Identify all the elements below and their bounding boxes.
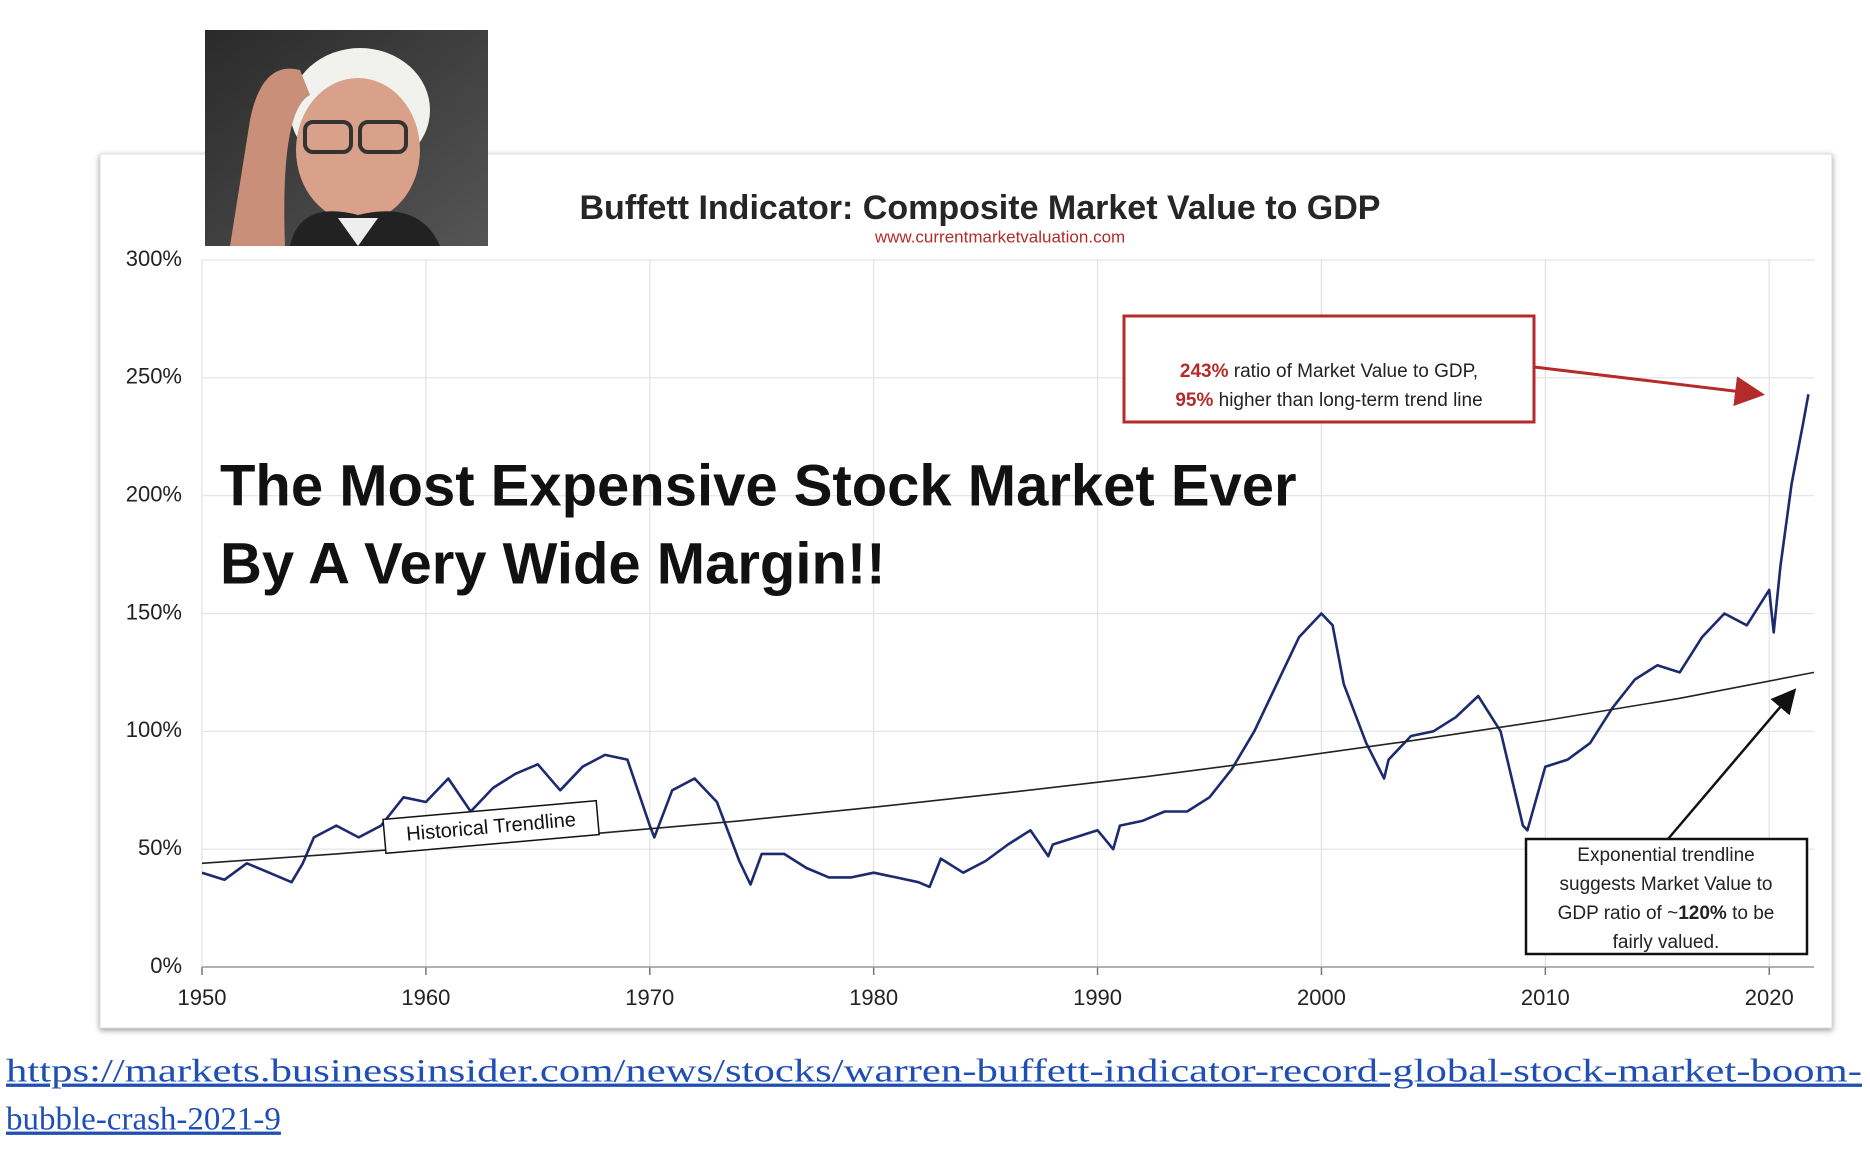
peak-callout-box [1122, 314, 1536, 424]
headline: The Most Expensive Stock Market Ever [220, 453, 1297, 518]
peak-callout: 243% ratio of Market Value to GDP, 95% hi… [1175, 361, 1482, 411]
x-tick-label: 2000 [1297, 985, 1346, 1010]
annotation-line: 243% ratio of Market Value to GDP, [1180, 361, 1478, 382]
annotation-text: to be [1727, 903, 1775, 924]
annotation-line: Exponential trendline [1577, 845, 1754, 866]
x-tick-label: 2020 [1745, 985, 1794, 1010]
annotation-text: GDP ratio of ~ [1558, 903, 1679, 924]
annotation-line: fairly valued. [1613, 932, 1720, 953]
annotation-text: higher than long-term trend line [1213, 390, 1482, 411]
y-tick-label: 250% [126, 364, 182, 389]
annotation-line: 95% higher than long-term trend line [1175, 390, 1482, 411]
x-tick-label: 1990 [1073, 985, 1122, 1010]
x-tick-label: 1980 [849, 985, 898, 1010]
annotation-text: fairly valued. [1613, 932, 1720, 953]
annotation-text: Exponential trendline [1577, 845, 1754, 866]
x-tick-label: 1960 [401, 985, 450, 1010]
x-tick-label: 1950 [178, 985, 227, 1010]
y-tick-label: 0% [150, 953, 182, 978]
chart-title: Buffett Indicator: Composite Market Valu… [580, 189, 1381, 227]
y-tick-label: 50% [138, 835, 182, 860]
data-line [201, 394, 1810, 889]
x-tick-label: 1970 [625, 985, 674, 1010]
chart-subtitle: www.currentmarketvaluation.com [874, 227, 1125, 246]
annotation-text: 120% [1678, 903, 1727, 924]
source-link[interactable]: https://markets.businessinsider.com/news… [6, 1054, 1862, 1090]
annotation-text: ratio of Market Value to GDP, [1229, 361, 1479, 382]
y-tick-label: 150% [126, 599, 182, 624]
trend-callout: Exponential trendline suggests Market Val… [1558, 845, 1775, 953]
trend-callout-box [1524, 837, 1809, 956]
y-tick-label: 300% [126, 246, 182, 271]
annotation-text: suggests Market Value to [1560, 874, 1773, 895]
photo [205, 30, 488, 246]
annotation-line: suggests Market Value to [1560, 874, 1773, 895]
y-tick-label: 100% [126, 717, 182, 742]
peak-arrow [1533, 365, 1765, 407]
source-link[interactable]: bubble-crash-2021-9 [6, 1102, 281, 1138]
trend-arrow [1667, 688, 1797, 840]
annotation-text: 95% [1175, 390, 1213, 411]
headline: By A Very Wide Margin!! [220, 531, 886, 596]
y-tick-label: 200% [126, 481, 182, 506]
trendline-label: Historical Trendline [382, 799, 600, 855]
x-tick-label: 2010 [1521, 985, 1570, 1010]
annotation-line: GDP ratio of ~120% to be [1558, 903, 1775, 924]
annotation-text: 243% [1180, 361, 1229, 382]
